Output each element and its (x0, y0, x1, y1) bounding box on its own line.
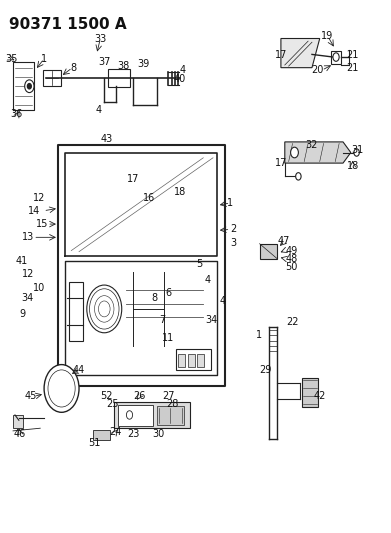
Text: 45: 45 (24, 391, 37, 401)
Text: 43: 43 (100, 134, 112, 144)
Text: 4: 4 (95, 105, 102, 115)
Text: 30: 30 (152, 429, 165, 439)
Text: 48: 48 (286, 254, 298, 263)
Text: 17: 17 (275, 158, 287, 168)
FancyBboxPatch shape (118, 406, 153, 425)
Circle shape (44, 365, 79, 413)
Text: 9: 9 (19, 309, 25, 319)
Text: 15: 15 (36, 219, 48, 229)
FancyBboxPatch shape (332, 51, 341, 64)
Text: 19: 19 (321, 31, 334, 41)
Text: 21: 21 (346, 51, 359, 60)
Text: 28: 28 (166, 399, 178, 409)
Text: 21: 21 (346, 63, 359, 72)
Text: 36: 36 (11, 109, 23, 119)
Text: 11: 11 (162, 333, 174, 343)
Text: 16: 16 (143, 192, 155, 203)
Circle shape (126, 411, 133, 419)
Text: 3: 3 (230, 238, 237, 248)
Text: 12: 12 (33, 192, 46, 203)
Text: 14: 14 (27, 206, 40, 216)
Text: 4: 4 (204, 274, 210, 285)
FancyBboxPatch shape (176, 349, 211, 370)
Text: 51: 51 (88, 438, 101, 448)
Text: 52: 52 (100, 391, 113, 401)
Polygon shape (281, 38, 320, 68)
Circle shape (99, 301, 110, 317)
FancyBboxPatch shape (93, 430, 110, 440)
Text: 13: 13 (22, 232, 34, 243)
Text: 44: 44 (73, 365, 85, 375)
Circle shape (333, 53, 339, 61)
Text: 26: 26 (133, 391, 145, 401)
Text: 49: 49 (286, 246, 298, 256)
FancyBboxPatch shape (13, 415, 23, 428)
Text: 41: 41 (16, 256, 28, 266)
Text: 35: 35 (5, 54, 17, 63)
Text: 33: 33 (94, 34, 106, 44)
Text: 34: 34 (205, 314, 217, 325)
Text: 39: 39 (137, 59, 149, 69)
Circle shape (90, 289, 119, 329)
Circle shape (48, 370, 75, 407)
Text: 4: 4 (179, 66, 186, 75)
Text: 47: 47 (278, 236, 290, 246)
Text: 23: 23 (127, 429, 140, 439)
Text: 1: 1 (228, 198, 233, 208)
Text: 7: 7 (160, 314, 166, 325)
FancyBboxPatch shape (178, 354, 185, 367)
Text: 17: 17 (275, 51, 287, 60)
Text: 31: 31 (352, 145, 364, 155)
Polygon shape (114, 402, 190, 428)
FancyBboxPatch shape (43, 70, 61, 86)
Text: 12: 12 (22, 270, 34, 279)
Text: 18: 18 (174, 187, 186, 197)
Circle shape (354, 149, 359, 156)
Text: 32: 32 (306, 140, 318, 150)
Text: 22: 22 (286, 317, 299, 327)
Text: 6: 6 (165, 288, 171, 298)
Text: 2: 2 (230, 224, 237, 235)
FancyBboxPatch shape (157, 407, 184, 424)
Text: 17: 17 (127, 174, 140, 184)
Text: 5: 5 (196, 259, 203, 269)
Circle shape (87, 285, 122, 333)
Text: 20: 20 (312, 66, 324, 75)
Text: 8: 8 (70, 63, 76, 72)
Text: 25: 25 (106, 399, 118, 409)
Text: 4: 4 (220, 296, 226, 306)
Text: 50: 50 (285, 262, 298, 271)
FancyBboxPatch shape (108, 69, 129, 87)
Text: 29: 29 (259, 365, 272, 375)
Text: 90371 1500 A: 90371 1500 A (9, 17, 127, 33)
FancyBboxPatch shape (188, 354, 195, 367)
Circle shape (291, 147, 298, 158)
Text: 42: 42 (314, 391, 326, 401)
Text: 37: 37 (98, 58, 110, 67)
Text: 1: 1 (41, 54, 47, 63)
Text: 34: 34 (22, 293, 34, 303)
Text: 8: 8 (152, 293, 158, 303)
Text: 27: 27 (162, 391, 174, 401)
Circle shape (27, 84, 31, 89)
FancyBboxPatch shape (260, 244, 277, 259)
Circle shape (95, 296, 114, 322)
Text: 10: 10 (33, 282, 46, 293)
Text: 38: 38 (118, 61, 130, 71)
Polygon shape (285, 142, 351, 163)
Text: 1: 1 (256, 330, 262, 341)
Text: 46: 46 (14, 429, 26, 439)
FancyBboxPatch shape (197, 354, 204, 367)
Circle shape (296, 173, 301, 180)
Text: 24: 24 (110, 427, 122, 437)
Circle shape (25, 80, 34, 93)
FancyBboxPatch shape (69, 282, 83, 341)
Text: 18: 18 (346, 161, 359, 171)
FancyBboxPatch shape (302, 378, 318, 407)
Text: 40: 40 (174, 74, 186, 84)
